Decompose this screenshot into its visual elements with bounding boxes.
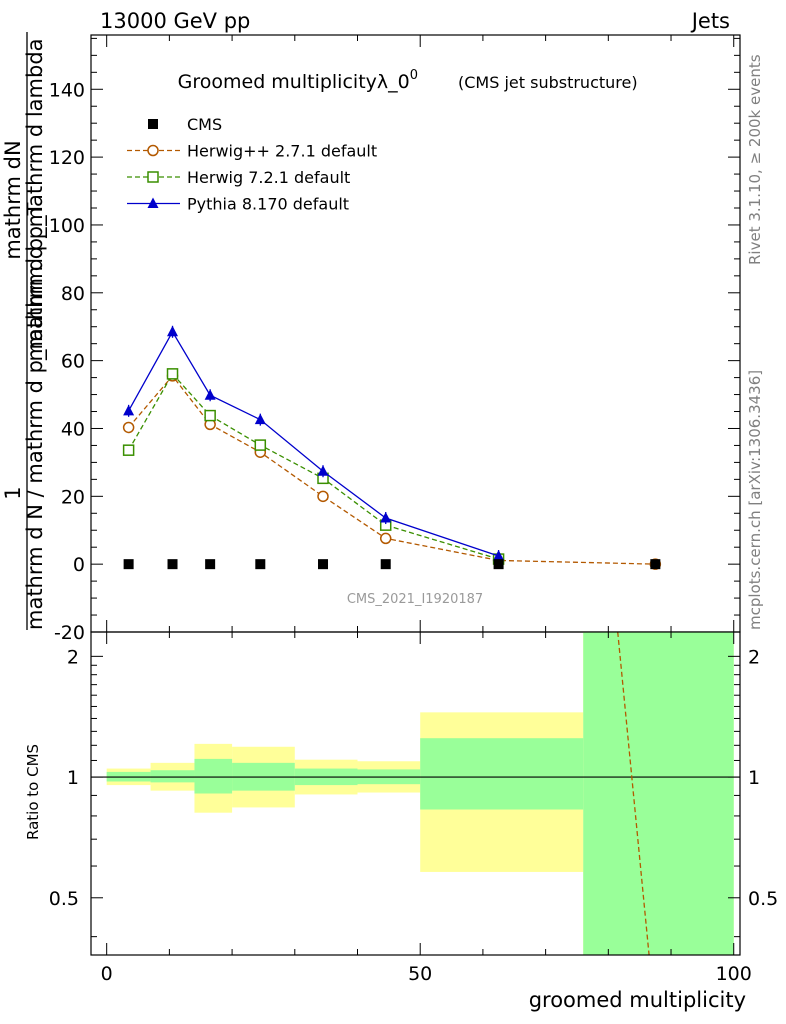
chart-title: Groomed multiplicityλ_00 (CMS jet substr… xyxy=(178,68,638,93)
ratio-y-tick-label-right: 0.5 xyxy=(748,888,778,910)
ratio-y-tick-label-left: 1 xyxy=(67,767,79,789)
series-line xyxy=(128,330,499,557)
legend-marker xyxy=(147,197,159,208)
ratio-plot: 0.5 0.5 1 1 2 2 0 50 100 xyxy=(49,631,778,985)
cms-data-point xyxy=(167,559,178,570)
herwig7-point xyxy=(122,444,135,456)
series-line xyxy=(128,372,499,560)
y-tick-label: -20 xyxy=(54,622,85,644)
herwigpp-point xyxy=(122,421,135,434)
legend-entry: Pythia 8.170 default xyxy=(127,195,349,214)
uncertainty-band-inner xyxy=(583,632,734,955)
y-tick-label: 140 xyxy=(49,79,85,101)
rivet-version-label: Rivet 3.1.10, ≥ 200k events xyxy=(746,54,764,265)
y-tick-label: 60 xyxy=(61,351,85,373)
y-tick-label: 20 xyxy=(61,486,85,508)
series-line xyxy=(128,374,656,565)
title-main: Groomed multiplicityλ_00 xyxy=(178,68,418,93)
ratio-y-axis-label: Ratio to CMS xyxy=(24,744,42,840)
pythia-point xyxy=(254,413,266,425)
legend-entry: Herwig++ 2.7.1 default xyxy=(127,142,377,161)
series-herwigpp xyxy=(122,370,662,570)
ylabel-denominator: mathrm d N / mathrm d p_mathrm d p_T xyxy=(23,202,48,630)
series-cms xyxy=(123,559,661,570)
series-pythia xyxy=(123,325,505,563)
main-y-axis-label: 1 mathrm dN mathrm d p_mathrm d lambda m… xyxy=(1,32,48,630)
y-tick-label: 0 xyxy=(73,554,85,576)
y-tick-label: 100 xyxy=(49,215,85,237)
legend: CMS Herwig++ 2.7.1 default Herwig 7.2.1 de… xyxy=(127,115,377,214)
pythia-point xyxy=(317,465,329,476)
uncertainty-band-inner xyxy=(420,738,584,810)
cms-data-point xyxy=(493,559,504,570)
ylabel-numerator: 1 xyxy=(1,486,25,499)
legend-label: Herwig++ 2.7.1 default xyxy=(187,142,377,161)
legend-label: Pythia 8.170 default xyxy=(187,195,349,214)
x-tick-label: 50 xyxy=(408,963,432,985)
ratio-frame xyxy=(90,631,741,956)
y-tick-label: 120 xyxy=(49,147,85,169)
herwig7-point xyxy=(254,439,267,451)
pythia-point xyxy=(493,550,505,561)
analysis-watermark: CMS_2021_I1920187 xyxy=(347,592,483,607)
cms-data-point xyxy=(650,559,661,570)
ratio-y-tick-label-right: 2 xyxy=(748,646,760,668)
cms-data-point xyxy=(205,559,216,570)
header-category-label: Jets xyxy=(690,9,730,33)
herwig7-point xyxy=(204,409,216,422)
cms-data-point xyxy=(255,559,266,570)
main-plot: -20 0 20 40 60 80 100 120 140 xyxy=(49,34,741,644)
legend-marker xyxy=(147,144,159,157)
y-tick-label: 40 xyxy=(61,418,85,440)
herwigpp-point xyxy=(317,490,329,503)
cms-data-point xyxy=(318,559,329,570)
legend-marker xyxy=(148,119,158,129)
cms-data-point xyxy=(123,559,134,570)
herwigpp-point xyxy=(379,532,392,545)
x-tick-label: 100 xyxy=(716,963,752,985)
x-axis-label: groomed multiplicity xyxy=(529,988,746,1012)
title-subtitle: (CMS jet substructure) xyxy=(458,73,638,92)
legend-label: Herwig 7.2.1 default xyxy=(187,168,350,187)
y-tick-label: 80 xyxy=(61,283,85,305)
mcplots-label: mcplots.cern.ch [arXiv:1306.3436] xyxy=(746,370,764,630)
legend-marker xyxy=(147,171,159,183)
cms-data-point xyxy=(380,559,391,570)
pythia-point xyxy=(204,389,216,400)
ratio-y-tick-label-left: 2 xyxy=(67,646,79,668)
ratio-herwigpp-line xyxy=(617,631,650,956)
legend-label: CMS xyxy=(187,115,222,134)
ratio-y-tick-label-left: 0.5 xyxy=(49,888,79,910)
x-tick-label: 0 xyxy=(101,963,113,985)
pythia-point xyxy=(167,325,179,337)
series-herwig7 xyxy=(122,368,505,565)
legend-entry: Herwig 7.2.1 default xyxy=(127,168,350,187)
header-process-label: 13000 GeV pp xyxy=(100,9,250,33)
herwig7-point xyxy=(166,368,179,380)
uncertainty-band-inner xyxy=(150,770,195,783)
pythia-point xyxy=(380,512,392,523)
legend-entry: CMS xyxy=(148,115,222,134)
ylabel-line1: mathrm dN xyxy=(1,140,25,259)
uncertainty-band-inner xyxy=(194,758,233,794)
ratio-y-tick-label-right: 1 xyxy=(748,767,760,789)
pythia-point xyxy=(123,404,135,416)
